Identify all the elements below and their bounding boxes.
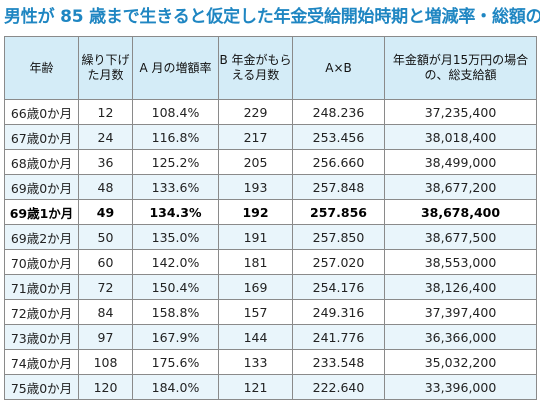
header-age: 年齢 (4, 36, 79, 100)
cell-months: 97 (78, 324, 133, 350)
cell-a-times-b: 248.236 (292, 99, 385, 125)
cell-age: 73歳0か月 (4, 324, 79, 350)
table-row: 66歳0か月 12 108.4% 229 248.236 37,235,400 (4, 99, 537, 125)
cell-payment-months: 144 (218, 324, 293, 350)
cell-age: 66歳0か月 (4, 99, 79, 125)
cell-months: 36 (78, 149, 133, 175)
cell-total-payment: 38,553,000 (384, 249, 537, 275)
cell-increase-rate: 158.8% (132, 299, 219, 325)
cell-age: 70歳0か月 (4, 249, 79, 275)
cell-total-payment: 38,126,400 (384, 274, 537, 300)
cell-payment-months: 217 (218, 124, 293, 150)
header-total-payment: 年金額が月15万円の場合の、総支給額 (384, 36, 537, 100)
cell-total-payment: 37,397,400 (384, 299, 537, 325)
cell-months: 60 (78, 249, 133, 275)
header-a-times-b: A×B (292, 36, 385, 100)
cell-age: 67歳0か月 (4, 124, 79, 150)
cell-months: 120 (78, 374, 133, 400)
cell-months: 24 (78, 124, 133, 150)
cell-age: 69歳1か月 (4, 199, 79, 225)
cell-increase-rate: 175.6% (132, 349, 219, 375)
table-row: 69歳0か月 48 133.6% 193 257.848 38,677,200 (4, 174, 537, 200)
cell-payment-months: 169 (218, 274, 293, 300)
cell-age: 74歳0か月 (4, 349, 79, 375)
cell-a-times-b: 233.548 (292, 349, 385, 375)
cell-total-payment: 36,366,000 (384, 324, 537, 350)
table-row: 67歳0か月 24 116.8% 217 253.456 38,018,400 (4, 124, 537, 150)
cell-total-payment: 38,678,400 (384, 199, 537, 225)
cell-total-payment: 33,396,000 (384, 374, 537, 400)
header-increase-rate: A 月の増額率 (132, 36, 219, 100)
cell-increase-rate: 134.3% (132, 199, 219, 225)
table-row: 69歳1か月 49 134.3% 192 257.856 38,678,400 (4, 199, 537, 225)
cell-months: 49 (78, 199, 133, 225)
cell-age: 69歳2か月 (4, 224, 79, 250)
cell-age: 75歳0か月 (4, 374, 79, 400)
cell-a-times-b: 256.660 (292, 149, 385, 175)
cell-a-times-b: 257.850 (292, 224, 385, 250)
cell-payment-months: 205 (218, 149, 293, 175)
cell-payment-months: 181 (218, 249, 293, 275)
cell-age: 71歳0か月 (4, 274, 79, 300)
cell-age: 72歳0か月 (4, 299, 79, 325)
cell-increase-rate: 184.0% (132, 374, 219, 400)
cell-a-times-b: 257.020 (292, 249, 385, 275)
cell-payment-months: 121 (218, 374, 293, 400)
cell-payment-months: 229 (218, 99, 293, 125)
page-title: 男性が 85 歳まで生きると仮定した年金受給開始時期と増減率・総額の違い (4, 7, 540, 27)
cell-increase-rate: 142.0% (132, 249, 219, 275)
cell-increase-rate: 135.0% (132, 224, 219, 250)
cell-a-times-b: 249.316 (292, 299, 385, 325)
cell-age: 69歳0か月 (4, 174, 79, 200)
table-row: 74歳0か月 108 175.6% 133 233.548 35,032,200 (4, 349, 537, 375)
table-row: 68歳0か月 36 125.2% 205 256.660 38,499,000 (4, 149, 537, 175)
cell-a-times-b: 254.176 (292, 274, 385, 300)
header-months: 繰り下げた月数 (78, 36, 133, 100)
cell-a-times-b: 253.456 (292, 124, 385, 150)
cell-total-payment: 38,499,000 (384, 149, 537, 175)
cell-total-payment: 37,235,400 (384, 99, 537, 125)
cell-total-payment: 38,677,500 (384, 224, 537, 250)
cell-a-times-b: 257.848 (292, 174, 385, 200)
header-payment-months: B 年金がもらえる月数 (218, 36, 293, 100)
cell-total-payment: 35,032,200 (384, 349, 537, 375)
pension-table: 年齢 繰り下げた月数 A 月の増額率 B 年金がもらえる月数 A×B 年金額が月… (4, 36, 537, 400)
table-row: 71歳0か月 72 150.4% 169 254.176 38,126,400 (4, 274, 537, 300)
cell-increase-rate: 125.2% (132, 149, 219, 175)
cell-payment-months: 133 (218, 349, 293, 375)
cell-total-payment: 38,018,400 (384, 124, 537, 150)
table-row: 73歳0か月 97 167.9% 144 241.776 36,366,000 (4, 324, 537, 350)
cell-months: 50 (78, 224, 133, 250)
table-row: 70歳0か月 60 142.0% 181 257.020 38,553,000 (4, 249, 537, 275)
table-row: 69歳2か月 50 135.0% 191 257.850 38,677,500 (4, 224, 537, 250)
cell-a-times-b: 222.640 (292, 374, 385, 400)
cell-increase-rate: 108.4% (132, 99, 219, 125)
cell-months: 108 (78, 349, 133, 375)
cell-a-times-b: 241.776 (292, 324, 385, 350)
cell-payment-months: 157 (218, 299, 293, 325)
cell-increase-rate: 133.6% (132, 174, 219, 200)
table-row: 75歳0か月 120 184.0% 121 222.640 33,396,000 (4, 374, 537, 400)
table-row: 72歳0か月 84 158.8% 157 249.316 37,397,400 (4, 299, 537, 325)
cell-a-times-b: 257.856 (292, 199, 385, 225)
cell-months: 12 (78, 99, 133, 125)
cell-months: 48 (78, 174, 133, 200)
cell-payment-months: 192 (218, 199, 293, 225)
cell-payment-months: 193 (218, 174, 293, 200)
cell-months: 84 (78, 299, 133, 325)
cell-total-payment: 38,677,200 (384, 174, 537, 200)
cell-months: 72 (78, 274, 133, 300)
cell-increase-rate: 167.9% (132, 324, 219, 350)
cell-increase-rate: 116.8% (132, 124, 219, 150)
cell-increase-rate: 150.4% (132, 274, 219, 300)
cell-age: 68歳0か月 (4, 149, 79, 175)
header-row: 年齢 繰り下げた月数 A 月の増額率 B 年金がもらえる月数 A×B 年金額が月… (4, 36, 537, 100)
cell-payment-months: 191 (218, 224, 293, 250)
